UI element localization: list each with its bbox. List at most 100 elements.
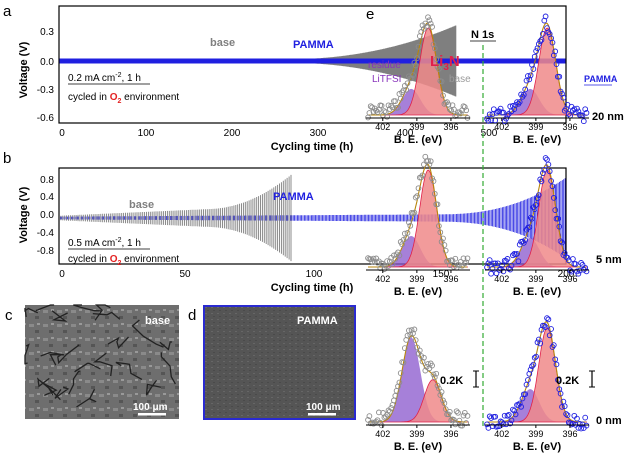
panel-a-condition-env: cycled in O2 environment <box>68 92 179 105</box>
panel-b-ytick: -0.4 <box>37 228 55 239</box>
xps-data-point <box>408 75 415 82</box>
xps-data-point <box>386 408 393 415</box>
xps-data-point <box>461 260 468 267</box>
xps-data-point <box>374 259 381 266</box>
panel-a-xtick: 200 <box>224 128 241 139</box>
xps-data-point <box>527 366 534 373</box>
xps-data-point <box>568 268 575 275</box>
xps-data-point <box>464 413 471 419</box>
xps-data-point <box>559 239 565 246</box>
panel-b-letter: b <box>3 150 11 167</box>
xps-xtick: 396 <box>562 122 577 132</box>
xps-data-point <box>438 78 445 85</box>
xps-data-point <box>522 86 529 93</box>
xps-data-point <box>516 99 523 105</box>
xps-data-point <box>422 367 429 374</box>
xps-data-point <box>503 421 509 428</box>
panel-d-scale-bar <box>308 413 336 416</box>
xps-data-point <box>396 379 403 386</box>
xps-data-point <box>434 382 441 389</box>
xps-data-point <box>459 422 465 429</box>
xps-data-point <box>438 389 445 395</box>
xps-data-point <box>463 259 470 266</box>
xps-data-point <box>525 377 531 383</box>
xps-xlabel: B. E. (eV) <box>394 134 443 146</box>
xps-data-point <box>419 358 426 365</box>
xps-data-point <box>552 356 559 363</box>
xps-data-point <box>542 13 549 20</box>
panel-b-ytick: -0.8 <box>37 246 55 257</box>
xps-xlabel: B. E. (eV) <box>513 286 562 298</box>
xps-data-point <box>457 110 464 117</box>
panel-a-xtick: 500 <box>481 128 498 139</box>
xps-data-point <box>533 48 539 54</box>
xps-xtick: 402 <box>375 429 390 439</box>
xps-data-point <box>507 420 514 427</box>
xps-data-point <box>412 62 419 69</box>
xps-data-point <box>433 370 440 377</box>
panel-b-xtick: 200 <box>558 269 575 280</box>
xps-data-point <box>446 408 453 415</box>
xps-data-point <box>548 326 554 332</box>
xps-data-point <box>508 262 515 269</box>
litfsi-label: LiTFSI <box>372 74 401 85</box>
xps-data-point <box>493 109 500 116</box>
xps-data-point <box>557 390 564 397</box>
xps-data-point <box>452 255 459 262</box>
xps-data-point <box>561 403 568 410</box>
xps-data-point <box>525 73 531 79</box>
xps-data-point <box>522 237 529 243</box>
xps-data-point <box>484 421 490 428</box>
xps-xtick: 399 <box>409 122 424 132</box>
xps-data-point <box>533 202 539 208</box>
xps-data-point <box>556 73 563 80</box>
depth-label: 5 nm <box>596 254 622 266</box>
xps-data-point <box>582 106 589 113</box>
panel-b-condition-env: cycled in O2 environment <box>68 254 179 267</box>
xps-data-point <box>526 224 533 230</box>
xps-data-point <box>397 95 404 102</box>
xps-data-point <box>576 267 583 274</box>
xps-data-point <box>540 170 546 176</box>
xps-data-point <box>440 235 446 242</box>
xps-data-point <box>580 118 587 125</box>
xps-data-point <box>384 258 390 264</box>
xps-data-point <box>448 417 455 423</box>
xps-data-point <box>531 53 538 60</box>
xps-xtick: 396 <box>443 429 458 439</box>
panel-a-frame <box>58 5 567 124</box>
xps-data-point <box>522 391 529 397</box>
xps-data-point <box>370 108 377 115</box>
xps-data-point <box>425 14 431 21</box>
panel-a-ytick: -0.6 <box>37 113 55 124</box>
panel-a-base-label: base <box>210 37 235 49</box>
xps-data-point <box>415 43 422 50</box>
xps-data-point <box>537 340 544 347</box>
panel-a-ylabel: Voltage (V) <box>18 41 30 98</box>
xps-data-point <box>535 41 542 47</box>
xps-data-point <box>565 111 572 117</box>
xps-data-point <box>512 102 519 108</box>
xps-data-point <box>411 326 418 333</box>
xps-data-point <box>369 258 375 265</box>
xps-data-point <box>514 99 520 105</box>
xps-data-point <box>423 364 430 370</box>
xps-data-point <box>440 397 446 404</box>
xps-data-point <box>373 107 380 114</box>
xps-data-point <box>411 209 418 216</box>
xps-data-point <box>485 260 492 267</box>
xps-data-point <box>555 377 561 383</box>
xps-data-point <box>423 24 430 30</box>
xps-data-point <box>431 190 438 197</box>
panel-c-scale-text: 100 μm <box>133 402 168 413</box>
xps-data-point <box>529 215 535 222</box>
xps-data-point <box>430 178 437 184</box>
xps-data-point <box>486 111 493 118</box>
intensity-scale-label: 0.2K <box>440 375 463 387</box>
xps-data-point <box>550 195 557 201</box>
xps-pamma-label: PAMMA <box>584 74 618 84</box>
